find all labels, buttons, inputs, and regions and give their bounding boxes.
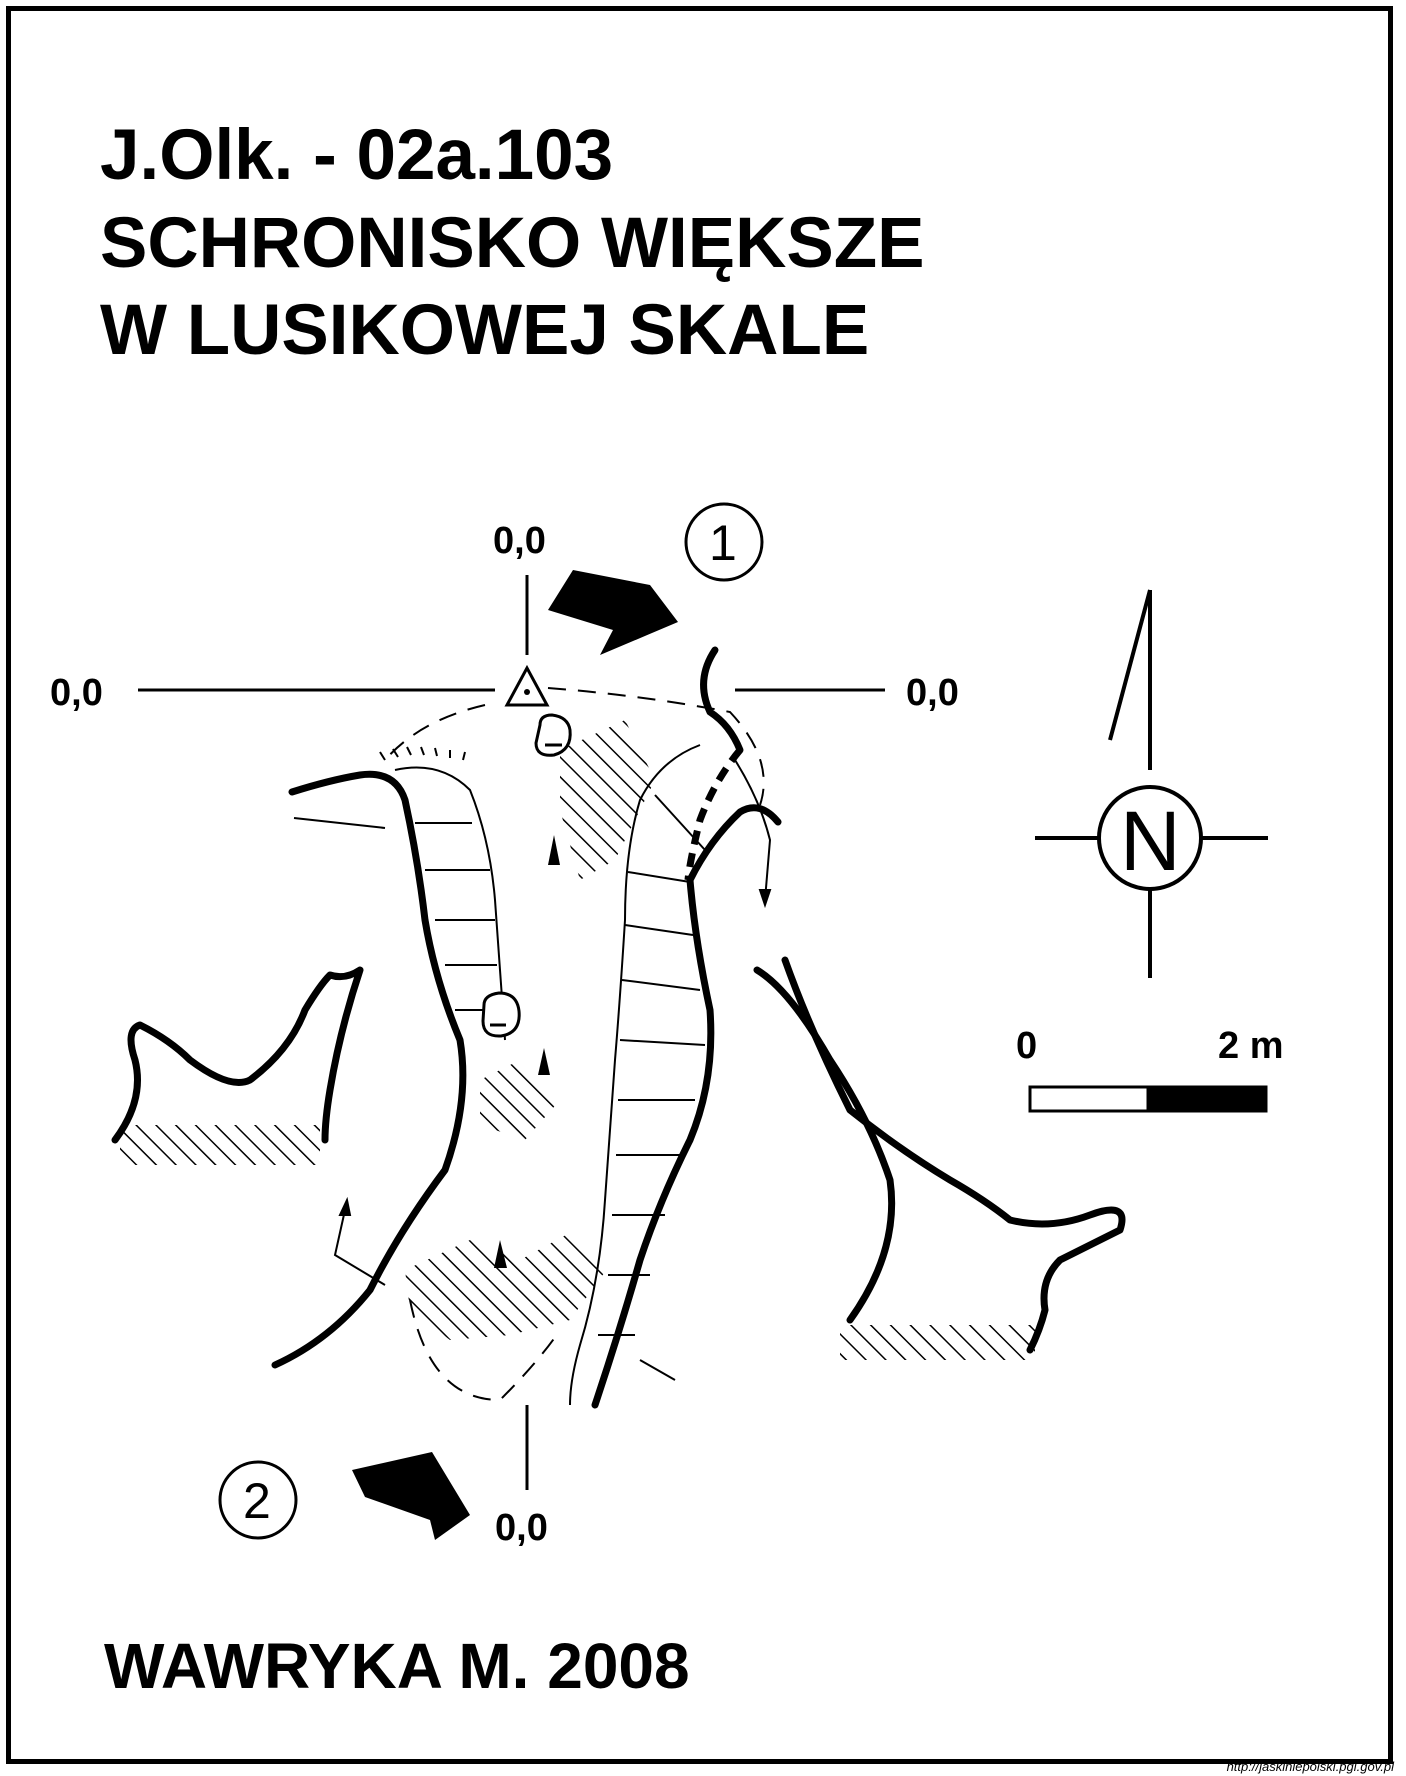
cave-wall-left bbox=[271, 770, 467, 1369]
slope-wedges bbox=[494, 835, 560, 1268]
svg-text:1: 1 bbox=[709, 515, 737, 571]
datum-label-right: 0,0 bbox=[906, 672, 959, 714]
cave-name-line-2: W LUSIKOWEJ SKALE bbox=[100, 291, 870, 370]
datum-lines bbox=[138, 575, 885, 1490]
section-2-arrow bbox=[352, 1452, 470, 1540]
rock-debris-hatching bbox=[120, 720, 1035, 1360]
cave-wall-right-dashed bbox=[684, 747, 743, 881]
scale-bar-end: 2 m bbox=[1218, 1025, 1283, 1067]
cave-code-title: J.Olk. - 02a.103 bbox=[100, 116, 614, 195]
cross-section-left bbox=[111, 966, 364, 1144]
section-1-arrow bbox=[548, 570, 678, 655]
datum-label-left: 0,0 bbox=[50, 672, 103, 714]
left-ledge-steps bbox=[293, 766, 506, 1041]
slope-arrow-left bbox=[333, 1196, 386, 1286]
section-1-marker: 1 bbox=[684, 502, 764, 582]
slope-arrow-right bbox=[734, 759, 772, 909]
source-url: http://jaskiniepolski.pgi.gov.pl bbox=[1226, 1759, 1394, 1774]
dripline-dashed-outline bbox=[384, 687, 765, 1402]
north-arrow-icon bbox=[1035, 589, 1268, 978]
boulder-icon bbox=[481, 713, 572, 1038]
section-2-marker: 2 bbox=[218, 1460, 298, 1540]
north-letter: N bbox=[1120, 794, 1181, 888]
cave-name-line-1: SCHRONISKO WIĘKSZE bbox=[100, 204, 925, 283]
cave-wall-right bbox=[591, 646, 782, 1409]
survey-station-icon bbox=[504, 664, 550, 707]
map-frame bbox=[6, 6, 1393, 1764]
scale-bar bbox=[1028, 1085, 1268, 1113]
author-credit: WAWRYKA M. 2008 bbox=[104, 1630, 690, 1702]
svg-text:2: 2 bbox=[243, 1473, 271, 1529]
datum-label-top: 0,0 bbox=[493, 520, 546, 562]
datum-label-bottom: 0,0 bbox=[495, 1507, 548, 1549]
scale-bar-start: 0 bbox=[1016, 1025, 1037, 1067]
left-ledge-ticks bbox=[379, 746, 466, 761]
cross-section-right bbox=[753, 956, 1126, 1354]
